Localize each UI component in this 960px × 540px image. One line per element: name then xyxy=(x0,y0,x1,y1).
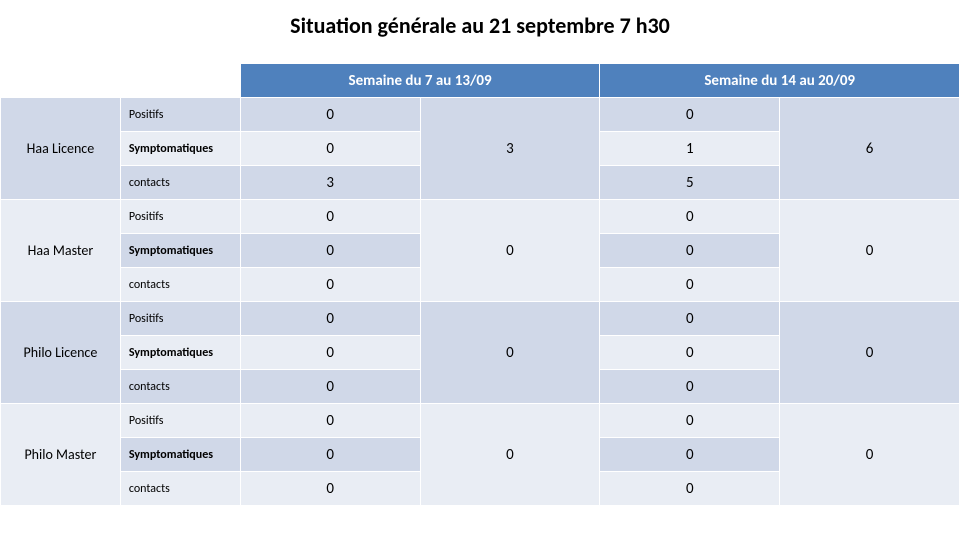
cell-value: 0 xyxy=(600,472,780,506)
cell-value: 0 xyxy=(600,200,780,234)
header-blank-metric xyxy=(120,64,240,98)
header-blank-group xyxy=(1,64,121,98)
group-name: Haa Licence xyxy=(1,98,121,200)
group-name: Philo Licence xyxy=(1,302,121,404)
page: Situation générale au 21 septembre 7 h30… xyxy=(0,0,960,540)
table-row: Philo Licence Positifs 0 0 0 0 xyxy=(1,302,960,336)
page-title: Situation générale au 21 septembre 7 h30 xyxy=(0,12,960,39)
cell-value: 0 xyxy=(240,370,420,404)
cell-total: 0 xyxy=(780,200,960,302)
cell-value: 0 xyxy=(240,132,420,166)
cell-value: 0 xyxy=(600,302,780,336)
group-name: Haa Master xyxy=(1,200,121,302)
cell-total: 0 xyxy=(420,404,600,506)
cell-value: 3 xyxy=(240,166,420,200)
metric-label: contacts xyxy=(120,268,240,302)
cell-total: 6 xyxy=(780,98,960,200)
metric-label: Positifs xyxy=(120,98,240,132)
cell-value: 0 xyxy=(600,268,780,302)
cell-value: 0 xyxy=(240,268,420,302)
cell-total: 0 xyxy=(420,302,600,404)
cell-value: 0 xyxy=(240,234,420,268)
metric-label: contacts xyxy=(120,370,240,404)
cell-value: 5 xyxy=(600,166,780,200)
group-name: Philo Master xyxy=(1,404,121,506)
metric-label: Positifs xyxy=(120,302,240,336)
metric-label: contacts xyxy=(120,472,240,506)
cell-value: 0 xyxy=(240,302,420,336)
cell-value: 0 xyxy=(240,404,420,438)
table-row: Haa Master Positifs 0 0 0 0 xyxy=(1,200,960,234)
metric-label: Symptomatiques xyxy=(120,336,240,370)
metric-label: Positifs xyxy=(120,404,240,438)
cell-value: 0 xyxy=(240,438,420,472)
cell-value: 0 xyxy=(600,404,780,438)
cell-value: 0 xyxy=(240,472,420,506)
cell-value: 0 xyxy=(240,336,420,370)
cell-value: 0 xyxy=(240,200,420,234)
header-week1: Semaine du 7 au 13/09 xyxy=(240,64,600,98)
cell-total: 0 xyxy=(420,200,600,302)
cell-total: 0 xyxy=(780,302,960,404)
cell-value: 0 xyxy=(240,98,420,132)
cell-value: 1 xyxy=(600,132,780,166)
table-row: Haa Licence Positifs 0 3 0 6 xyxy=(1,98,960,132)
cell-total: 3 xyxy=(420,98,600,200)
metric-label: contacts xyxy=(120,166,240,200)
metric-label: Positifs xyxy=(120,200,240,234)
data-table: Semaine du 7 au 13/09 Semaine du 14 au 2… xyxy=(0,63,960,506)
cell-value: 0 xyxy=(600,438,780,472)
header-week2: Semaine du 14 au 20/09 xyxy=(600,64,960,98)
cell-value: 0 xyxy=(600,370,780,404)
cell-value: 0 xyxy=(600,234,780,268)
cell-total: 0 xyxy=(780,404,960,506)
table-row: Philo Master Positifs 0 0 0 0 xyxy=(1,404,960,438)
cell-value: 0 xyxy=(600,336,780,370)
metric-label: Symptomatiques xyxy=(120,234,240,268)
metric-label: Symptomatiques xyxy=(120,438,240,472)
cell-value: 0 xyxy=(600,98,780,132)
metric-label: Symptomatiques xyxy=(120,132,240,166)
header-row: Semaine du 7 au 13/09 Semaine du 14 au 2… xyxy=(1,64,960,98)
